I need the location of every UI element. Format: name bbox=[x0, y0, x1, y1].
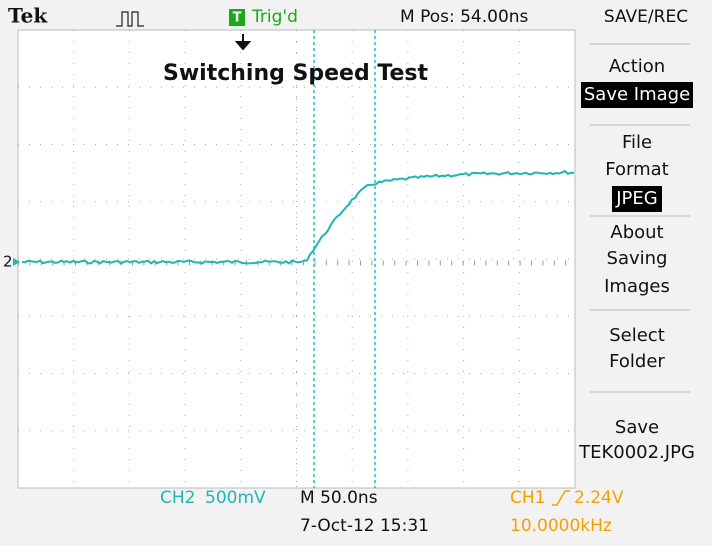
menu-label: Format bbox=[605, 159, 668, 180]
position: M Pos: 54.00ns bbox=[400, 7, 529, 27]
menu-label: About bbox=[610, 222, 663, 243]
trigger-badge bbox=[229, 9, 245, 26]
side-menu: Action Save Image File Format JPEG About Savin… bbox=[578, 43, 695, 463]
menu-label: Select bbox=[609, 325, 665, 346]
menu-label: Action bbox=[609, 56, 665, 77]
timebase: M 50.0ns bbox=[300, 488, 378, 508]
channel-marker: 2 bbox=[3, 253, 13, 271]
menu-label: File bbox=[622, 132, 652, 153]
menu-label: TEK0002.JPG bbox=[578, 442, 695, 463]
trigger-level: 2.24V bbox=[574, 488, 624, 508]
menu-title: SAVE/REC bbox=[604, 7, 688, 27]
menu-highlight bbox=[581, 82, 693, 108]
trigger-badge-text: T bbox=[233, 11, 242, 26]
datetime: 7-Oct-12 15:31 bbox=[300, 516, 429, 536]
screen-title: Switching Speed Test bbox=[163, 61, 428, 86]
menu-highlight bbox=[612, 186, 662, 212]
trigger-arrow bbox=[234, 34, 252, 51]
grid bbox=[18, 30, 575, 488]
channel-marker-arrow bbox=[13, 258, 20, 266]
menu-value: Save Image bbox=[584, 84, 690, 105]
menu-value: JPEG bbox=[615, 188, 657, 209]
frequency: 10.0000kHz bbox=[510, 516, 612, 536]
trigger-status: Trig'd bbox=[251, 7, 298, 27]
waveform bbox=[21, 170, 575, 265]
ch2-scale: 500mV bbox=[205, 488, 266, 508]
menu-label: Folder bbox=[609, 351, 665, 372]
ch1-label: CH1 bbox=[510, 488, 545, 508]
brand: Tek bbox=[8, 4, 48, 28]
ch2-label: CH2 bbox=[160, 488, 195, 508]
acquire-icon bbox=[116, 11, 144, 27]
menu-label: Saving bbox=[607, 248, 668, 269]
menu-label: Images bbox=[604, 276, 670, 297]
trigger-slope bbox=[552, 490, 570, 506]
menu-label: Save bbox=[615, 417, 659, 438]
